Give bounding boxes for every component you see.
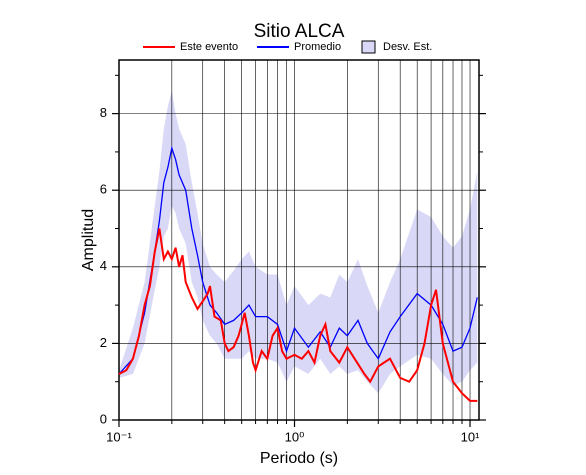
y-tick-label: 8: [100, 105, 107, 120]
y-tick-label: 6: [100, 182, 107, 197]
series-line: [118, 145, 478, 375]
x-axis-label: Periodo (s): [260, 450, 338, 467]
plot-frame: [118, 59, 480, 421]
x-tick-label: 10⁰: [285, 429, 305, 444]
legend-label: Este evento: [180, 41, 238, 53]
series-line: [118, 228, 478, 402]
legend-swatch: [361, 40, 376, 54]
x-tick-label: 10¹: [461, 429, 480, 444]
y-tick-label: 4: [100, 258, 107, 273]
y-tick-label: 0: [100, 411, 107, 426]
x-tick-label: 10⁻¹: [106, 429, 132, 444]
legend-label: Promedio: [294, 41, 341, 53]
legend-label: Desv. Est.: [383, 41, 432, 53]
y-tick-label: 2: [100, 335, 107, 350]
std-band: [119, 90, 478, 394]
y-axis-label: Amplitud: [80, 209, 97, 271]
chart-title: Sitio ALCA: [254, 21, 345, 42]
